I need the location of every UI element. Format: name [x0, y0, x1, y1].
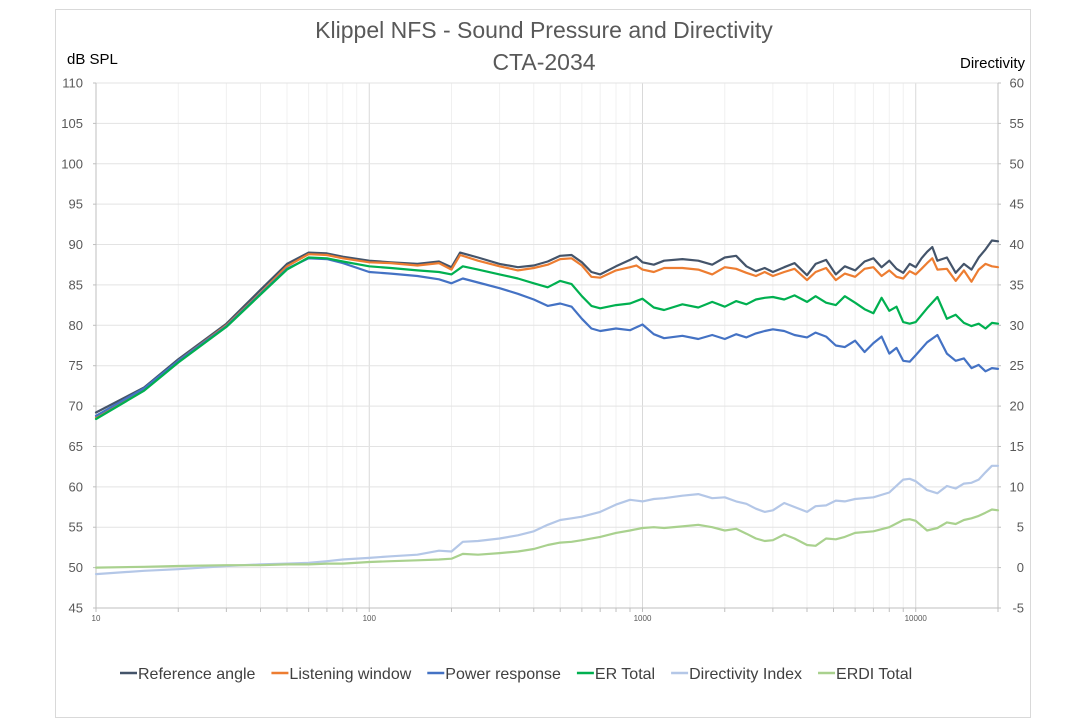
y2-tick-label: 0 — [1017, 560, 1024, 575]
y-tick-label: 55 — [69, 520, 83, 535]
grid-minor — [177, 83, 999, 608]
legend-label-erdi-total: ERDI Total — [836, 666, 912, 683]
y2-tick-label: 15 — [1010, 439, 1024, 454]
y-tick-label: 50 — [69, 560, 83, 575]
y2-tick-label: 20 — [1010, 399, 1024, 414]
y-tick-label: 60 — [69, 479, 83, 494]
series-line-directivity-index — [94, 464, 1000, 576]
x-tick-label: 1000 — [634, 614, 652, 623]
y-tick-label: 105 — [61, 116, 83, 131]
chart-frame — [55, 9, 1031, 718]
legend-label-listening-window: Listening window — [289, 666, 411, 683]
x-tick-label: 10000 — [905, 614, 928, 623]
y-tick-label: 65 — [69, 439, 83, 454]
y2-tick-label: 40 — [1010, 237, 1024, 252]
y-tick-label: 80 — [69, 318, 83, 333]
y2-tick-label: -5 — [1012, 601, 1024, 616]
series-line-listening-window — [94, 253, 1000, 419]
y-tick-label: 100 — [61, 156, 83, 171]
series-lines — [94, 239, 1000, 576]
series-line-reference-angle — [94, 239, 1000, 414]
plot-border — [95, 83, 999, 609]
y2-tick-label: 60 — [1010, 76, 1024, 91]
legend-label-er-total: ER Total — [595, 666, 655, 683]
chart-title: Klippel NFS - Sound Pressure and Directi… — [315, 17, 773, 43]
y2-tick-label: 10 — [1010, 479, 1024, 494]
x-tick-label: 10 — [92, 614, 101, 623]
chart-subtitle: CTA-2034 — [492, 49, 595, 75]
y-axis-label-left: dB SPL — [67, 51, 118, 68]
y-axis-label-right: Directivity — [960, 55, 1026, 72]
y2-tick-label: 50 — [1010, 156, 1024, 171]
y2-tick-label: 25 — [1010, 358, 1024, 373]
legend-label-directivity-index: Directivity Index — [689, 666, 802, 683]
y-tick-label: 85 — [69, 277, 83, 292]
y-tick-label: 75 — [69, 358, 83, 373]
series-line-er-total — [94, 256, 1000, 421]
y-ticks-left: 110 105 100 95 90 85 80 75 70 65 60 55 50 45 — [61, 76, 96, 616]
legend-label-reference-angle: Reference angle — [138, 666, 256, 683]
series-line-power-response — [94, 257, 1000, 417]
legend: Reference angle Listening window Power res… — [120, 666, 912, 683]
y2-tick-label: 35 — [1010, 277, 1024, 292]
y-tick-label: 95 — [69, 197, 83, 212]
series-line-erdi-total — [94, 508, 1000, 569]
y2-tick-label: 30 — [1010, 318, 1024, 333]
y-tick-label: 45 — [69, 601, 83, 616]
y-tick-label: 110 — [62, 76, 83, 91]
x-ticks: 10 100 1000 10000 — [92, 608, 999, 623]
y2-tick-label: 5 — [1017, 520, 1024, 535]
legend-label-power-response: Power response — [445, 666, 561, 683]
y2-tick-label: 55 — [1010, 116, 1024, 131]
y-tick-label: 70 — [69, 399, 83, 414]
y-tick-label: 90 — [69, 237, 83, 252]
grid-major — [95, 82, 998, 609]
x-tick-label: 100 — [363, 614, 377, 623]
y2-tick-label: 45 — [1010, 197, 1024, 212]
